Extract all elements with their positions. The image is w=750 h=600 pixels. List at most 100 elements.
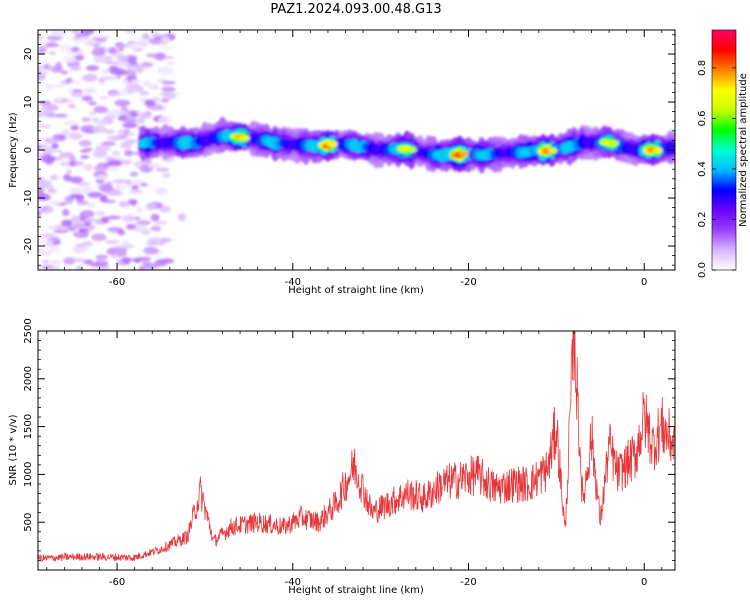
noise-blob	[103, 129, 115, 134]
noise-blob	[98, 78, 106, 83]
noise-blob	[67, 225, 77, 232]
snr-axes: -60 -40 -20 0 500 1000 1500 2000 2500	[23, 318, 675, 588]
noise-blob	[38, 34, 45, 41]
spectrogram-heatmap	[38, 30, 675, 270]
noise-blob	[45, 42, 59, 48]
ridge-cell	[405, 147, 417, 153]
noise-blob	[110, 254, 120, 259]
noise-blob	[93, 44, 100, 52]
noise-blob	[47, 189, 58, 193]
noise-blob	[50, 174, 59, 181]
noise-blob	[95, 254, 109, 260]
noise-blob	[92, 125, 106, 134]
noise-blob	[162, 172, 171, 178]
snr-panel: -60 -40 -20 0 500 1000 1500 2000 2500 Height of …	[8, 318, 676, 596]
noise-blob	[93, 57, 103, 64]
noise-blob	[158, 115, 173, 124]
noise-blob	[162, 86, 176, 92]
noise-blob	[107, 135, 123, 141]
noise-blob	[145, 202, 157, 211]
noise-blob	[139, 113, 151, 119]
noise-blob	[112, 179, 128, 184]
noise-blob	[125, 223, 137, 230]
noise-blob	[81, 116, 91, 123]
noise-blob	[107, 190, 123, 196]
noise-blob	[129, 58, 137, 66]
noise-blob	[117, 55, 129, 62]
noise-blob	[83, 88, 96, 93]
noise-blob	[115, 183, 122, 192]
x-tick-label: 0	[641, 277, 647, 288]
noise-blob	[82, 163, 93, 171]
noise-blob	[38, 111, 47, 118]
noise-blob	[46, 35, 63, 41]
noise-blob	[157, 66, 174, 75]
noise-blob	[143, 158, 152, 164]
noise-blob	[63, 200, 74, 205]
noise-blob	[43, 137, 60, 144]
noise-blob	[177, 213, 186, 221]
noise-blob	[38, 238, 46, 244]
noise-blob	[143, 262, 159, 269]
noise-blob	[39, 249, 53, 257]
noise-blob	[94, 145, 110, 152]
noise-blob	[69, 156, 77, 160]
noise-blob	[124, 138, 137, 144]
noise-blob	[71, 245, 88, 254]
colorbar-tick-label: 0.0	[697, 262, 708, 278]
noise-blob	[159, 205, 171, 213]
noise-blob	[69, 46, 80, 53]
noise-blob	[51, 240, 61, 245]
noise-blob	[78, 227, 89, 233]
noise-blob	[69, 176, 84, 184]
noise-blob	[146, 53, 157, 58]
noise-blob	[38, 248, 42, 252]
noise-blob	[59, 152, 74, 158]
noise-blob	[87, 224, 96, 229]
noise-blob	[118, 47, 125, 51]
noise-blob	[45, 84, 55, 91]
colorbar-tick-label: 0.8	[697, 60, 708, 76]
noise-blob	[38, 71, 49, 75]
noise-blob	[133, 259, 141, 263]
noise-blob	[118, 184, 131, 190]
noise-blob	[121, 214, 136, 223]
noise-blob	[134, 66, 144, 73]
y-tick-label: 2500	[23, 318, 34, 343]
noise-blob	[63, 57, 78, 63]
noise-blob	[48, 200, 62, 205]
noise-blob	[131, 184, 140, 191]
snr-xlabel: Height of straight line (km)	[288, 585, 424, 596]
noise-blob	[100, 96, 109, 100]
noise-blob	[155, 167, 170, 172]
noise-blob	[122, 160, 131, 166]
noise-blob	[51, 31, 64, 37]
noise-blob	[148, 164, 155, 169]
snr-line-series	[38, 331, 675, 562]
noise-blob	[119, 244, 135, 249]
noise-blob	[155, 52, 166, 57]
snr-ylabel: SNR (10 * v/v)	[8, 414, 19, 485]
noise-blob	[116, 60, 129, 68]
noise-blob	[128, 70, 136, 74]
colorbar-tick-label: 0.2	[697, 212, 708, 228]
noise-blob	[71, 30, 80, 34]
noise-blob	[88, 111, 97, 116]
noise-blob	[128, 266, 136, 270]
y-tick-label: 0	[23, 147, 34, 153]
noise-blob	[38, 193, 51, 201]
noise-blob	[125, 30, 136, 34]
noise-blob	[115, 249, 127, 257]
noise-blob	[68, 132, 83, 140]
noise-blob	[80, 155, 90, 159]
noise-blob	[60, 70, 69, 75]
noise-blob	[134, 119, 146, 124]
noise-blob	[102, 141, 116, 146]
noise-blob	[40, 155, 56, 163]
noise-blob	[96, 35, 111, 40]
noise-blob	[166, 61, 175, 66]
spectrogram-axes: -60 -40 -20 0 -20 -10 0 10 20	[23, 30, 675, 288]
noise-blob	[69, 65, 82, 71]
ridge-cell	[651, 147, 663, 154]
